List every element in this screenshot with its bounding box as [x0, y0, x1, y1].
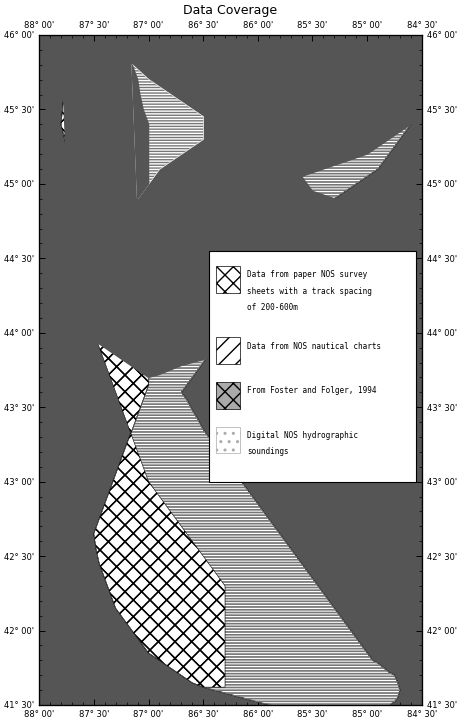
Text: From Foster and Folger, 1994: From Foster and Folger, 1994 [247, 386, 376, 395]
Polygon shape [39, 35, 422, 705]
Polygon shape [61, 35, 411, 705]
Polygon shape [39, 35, 290, 705]
Bar [209, 251, 416, 482]
Text: sheets with a track spacing: sheets with a track spacing [247, 286, 372, 296]
Polygon shape [61, 43, 225, 687]
Bar [216, 337, 240, 364]
Polygon shape [61, 35, 411, 705]
Text: Data from NOS nautical charts: Data from NOS nautical charts [247, 342, 381, 351]
Text: Digital NOS hydrographic: Digital NOS hydrographic [247, 431, 358, 440]
Title: Data Coverage: Data Coverage [183, 4, 278, 17]
Text: of 200-600m: of 200-600m [247, 303, 298, 312]
Bar [216, 382, 240, 408]
Polygon shape [132, 65, 148, 199]
Polygon shape [61, 35, 422, 377]
Text: Data from paper NOS survey: Data from paper NOS survey [247, 270, 367, 279]
Polygon shape [61, 43, 225, 687]
Text: soundings: soundings [247, 448, 289, 456]
Polygon shape [132, 65, 203, 199]
Bar [216, 266, 240, 293]
Bar [216, 427, 240, 453]
